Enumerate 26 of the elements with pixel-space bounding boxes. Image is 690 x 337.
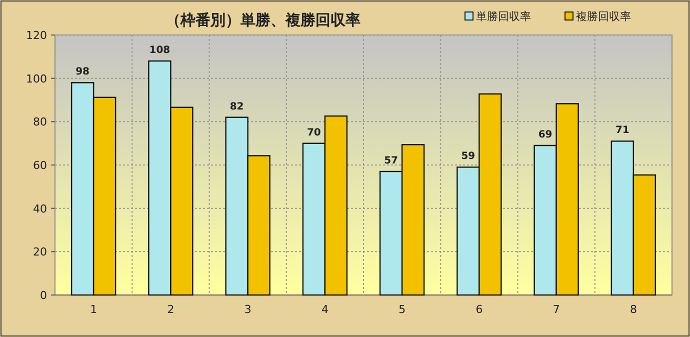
x-tick-label: 5 [398, 303, 406, 316]
data-label: 59 [461, 151, 476, 162]
data-label: 57 [384, 156, 398, 166]
data-label: 98 [76, 66, 90, 78]
data-label: 108 [149, 45, 170, 56]
y-tick-label: 60 [33, 159, 47, 172]
data-label: 82 [230, 101, 244, 112]
data-label: 69 [538, 130, 552, 140]
y-tick-label: 40 [33, 202, 47, 216]
data-label: 70 [306, 127, 321, 138]
x-tick-label: 4 [321, 303, 328, 316]
legend-label: 単勝回収率 [476, 10, 531, 23]
x-tick-label: 3 [244, 303, 252, 316]
legend-label: 複勝回収率 [576, 10, 631, 23]
x-tick-label: 1 [90, 303, 98, 316]
x-tick-label: 8 [630, 303, 637, 316]
x-tick-label: 6 [476, 303, 483, 316]
x-tick-label: 7 [552, 303, 560, 316]
chart-title: （枠番別）単勝、複勝回収率 [166, 11, 360, 29]
data-label: 71 [615, 125, 630, 136]
y-tick-label: 80 [33, 116, 47, 129]
y-tick-label: 120 [26, 29, 47, 42]
y-tick-label: 20 [33, 246, 47, 259]
y-tick-label: 100 [26, 72, 47, 86]
x-tick-label: 2 [167, 303, 174, 316]
y-tick-label: 0 [40, 289, 47, 302]
